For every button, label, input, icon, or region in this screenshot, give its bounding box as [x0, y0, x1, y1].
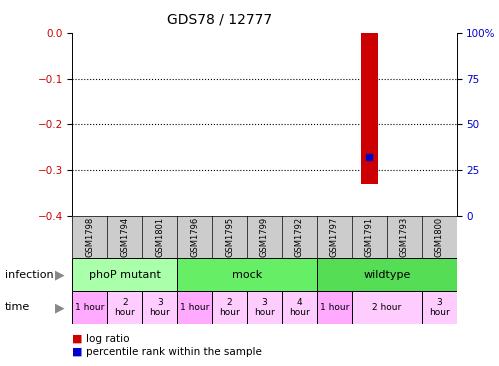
Text: ▶: ▶	[55, 268, 65, 281]
Bar	[360, 33, 378, 184]
Text: mock: mock	[232, 269, 262, 280]
Text: phoP mutant: phoP mutant	[89, 269, 161, 280]
Text: percentile rank within the sample: percentile rank within the sample	[86, 347, 262, 357]
Text: 1 hour: 1 hour	[180, 303, 209, 312]
Text: GSM1799: GSM1799	[260, 217, 269, 257]
Bar	[177, 291, 212, 324]
Text: 1 hour: 1 hour	[320, 303, 349, 312]
Text: 3
hour: 3 hour	[429, 298, 450, 317]
Text: 3
hour: 3 hour	[149, 298, 170, 317]
Bar	[422, 291, 457, 324]
Bar	[107, 291, 142, 324]
Text: 1 hour: 1 hour	[75, 303, 104, 312]
Text: ■: ■	[72, 347, 83, 357]
Text: GSM1800: GSM1800	[435, 217, 444, 257]
Bar	[212, 291, 247, 324]
Text: 2
hour: 2 hour	[114, 298, 135, 317]
Text: ■: ■	[72, 333, 83, 344]
Text: GDS78 / 12777: GDS78 / 12777	[167, 13, 272, 27]
Text: infection: infection	[5, 269, 53, 280]
Bar	[317, 291, 352, 324]
Text: GSM1797: GSM1797	[330, 217, 339, 257]
Text: 2 hour: 2 hour	[372, 303, 401, 312]
Bar	[72, 258, 177, 291]
Bar	[247, 291, 282, 324]
Bar	[72, 291, 107, 324]
Text: GSM1792: GSM1792	[295, 217, 304, 257]
Bar	[177, 258, 317, 291]
Text: GSM1794: GSM1794	[120, 217, 129, 257]
Text: 2
hour: 2 hour	[219, 298, 240, 317]
Bar	[142, 291, 177, 324]
Text: wildtype: wildtype	[363, 269, 410, 280]
Bar	[352, 291, 422, 324]
Text: GSM1791: GSM1791	[365, 217, 374, 257]
Text: GSM1793: GSM1793	[400, 217, 409, 257]
Text: GSM1798: GSM1798	[85, 217, 94, 257]
Text: ▶: ▶	[55, 301, 65, 314]
Text: log ratio: log ratio	[86, 333, 130, 344]
Text: GSM1795: GSM1795	[225, 217, 234, 257]
Text: 4
hour: 4 hour	[289, 298, 310, 317]
Text: 3
hour: 3 hour	[254, 298, 275, 317]
Text: GSM1796: GSM1796	[190, 217, 199, 257]
Bar	[317, 258, 457, 291]
Text: GSM1801: GSM1801	[155, 217, 164, 257]
Bar	[282, 291, 317, 324]
Text: time: time	[5, 302, 30, 313]
